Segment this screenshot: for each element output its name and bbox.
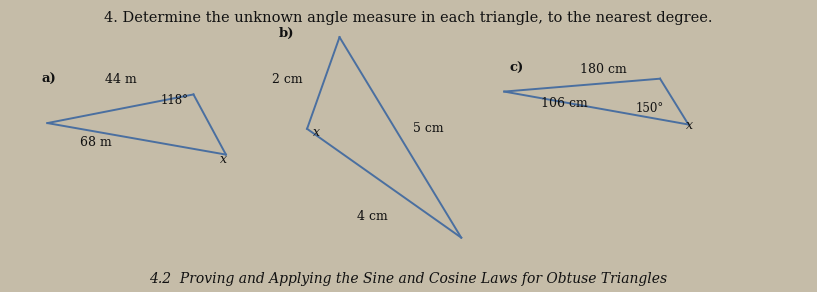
Text: x: x [313,126,319,139]
Text: 5 cm: 5 cm [413,122,443,135]
Text: 118°: 118° [161,95,189,107]
Text: 4. Determine the unknown angle measure in each triangle, to the nearest degree.: 4. Determine the unknown angle measure i… [105,11,712,25]
Text: 4 cm: 4 cm [356,211,387,223]
Text: x: x [686,119,693,132]
Text: 180 cm: 180 cm [580,63,627,76]
Text: 2 cm: 2 cm [272,73,303,86]
Text: c): c) [510,62,525,74]
Text: 44 m: 44 m [105,73,136,86]
Text: 106 cm: 106 cm [541,97,587,110]
Text: x: x [221,153,227,166]
Text: 4.2  Proving and Applying the Sine and Cosine Laws for Obtuse Triangles: 4.2 Proving and Applying the Sine and Co… [150,272,667,286]
Text: 150°: 150° [636,102,664,115]
Text: a): a) [42,73,56,86]
Text: 68 m: 68 m [80,136,112,149]
Text: b): b) [279,27,294,40]
